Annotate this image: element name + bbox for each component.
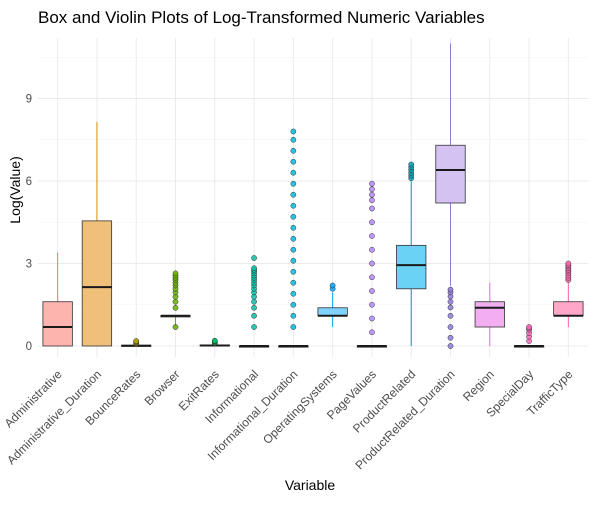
- outlier-point: [290, 213, 297, 220]
- outlier-point: [290, 235, 297, 242]
- outlier-point: [329, 282, 336, 289]
- outlier-point: [290, 257, 297, 264]
- outlier-point: [290, 246, 297, 253]
- outlier-point: [369, 219, 375, 226]
- box-group: [356, 180, 388, 348]
- outlier-point: [133, 338, 140, 344]
- outlier-point: [369, 260, 375, 267]
- outlier-point: [290, 180, 297, 187]
- y-tick-label: 6: [26, 176, 32, 188]
- outlier-point: [447, 324, 454, 330]
- outlier-point: [172, 324, 179, 330]
- outlier-point: [290, 147, 297, 154]
- outlier-point: [447, 286, 454, 293]
- outlier-point: [211, 337, 218, 344]
- outlier-point: [565, 260, 572, 267]
- outlier-point: [172, 270, 179, 277]
- box-group: [238, 255, 270, 348]
- outlier-point: [369, 301, 375, 308]
- outlier-point: [290, 191, 297, 198]
- outlier-point: [290, 169, 297, 176]
- outlier-point: [369, 288, 375, 294]
- outlier-point: [172, 304, 179, 311]
- outlier-point: [369, 191, 375, 198]
- outlier-point: [526, 324, 532, 330]
- outlier-point: [447, 298, 454, 305]
- box-group: [513, 324, 545, 348]
- box-group: [160, 270, 191, 330]
- outlier-point: [447, 304, 454, 311]
- outlier-point: [369, 205, 375, 212]
- outlier-point: [290, 279, 297, 286]
- outlier-point: [290, 202, 297, 209]
- box: [435, 144, 466, 204]
- outlier-point: [447, 312, 454, 319]
- outlier-point: [251, 265, 257, 272]
- outlier-point: [290, 301, 297, 308]
- outlier-point: [369, 274, 375, 281]
- box-group: [199, 337, 230, 347]
- outlier-point: [369, 315, 375, 322]
- outlier-point: [369, 233, 375, 239]
- box-group: [317, 282, 348, 328]
- y-tick-label: 3: [26, 259, 32, 271]
- outlier-point: [408, 161, 415, 168]
- box: [81, 220, 113, 347]
- outlier-point: [290, 268, 297, 275]
- outlier-point: [172, 298, 179, 305]
- x-axis-title: Variable: [285, 477, 336, 493]
- y-tick-label: 9: [26, 94, 32, 106]
- outlier-point: [251, 304, 257, 311]
- box-group: [121, 338, 152, 347]
- outlier-point: [290, 324, 297, 330]
- outlier-point: [369, 197, 375, 204]
- outlier-point: [369, 180, 375, 187]
- outlier-point: [369, 246, 375, 253]
- outlier-point: [290, 290, 297, 297]
- outlier-point: [251, 324, 257, 330]
- box: [553, 301, 584, 317]
- y-axis-title: Log(Value): [7, 156, 23, 223]
- box-group: [435, 43, 466, 349]
- outlier-point: [251, 298, 257, 305]
- outlier-point: [369, 186, 375, 193]
- box: [474, 301, 505, 328]
- outlier-point: [290, 136, 297, 143]
- outlier-point: [290, 128, 297, 135]
- outlier-point: [290, 158, 297, 165]
- box-group: [278, 128, 309, 348]
- outlier-point: [369, 329, 375, 336]
- outlier-point: [290, 224, 297, 231]
- box: [42, 301, 73, 347]
- outlier-point: [447, 334, 454, 341]
- outlier-point: [290, 312, 297, 319]
- box-group: [81, 121, 113, 347]
- outlier-point: [447, 343, 454, 349]
- box: [317, 307, 348, 317]
- box-group: [42, 252, 73, 347]
- plot-area: [42, 43, 584, 349]
- chart-title: Box and Violin Plots of Log-Transformed …: [38, 8, 485, 27]
- box-group: [396, 161, 427, 346]
- box-group: [474, 282, 505, 346]
- box-group: [553, 260, 584, 328]
- y-tick-label: 0: [26, 341, 32, 353]
- outlier-point: [251, 255, 257, 261]
- box: [396, 244, 427, 290]
- outlier-point: [251, 312, 257, 319]
- y-tick-labels: 0 3 6 9: [26, 94, 32, 354]
